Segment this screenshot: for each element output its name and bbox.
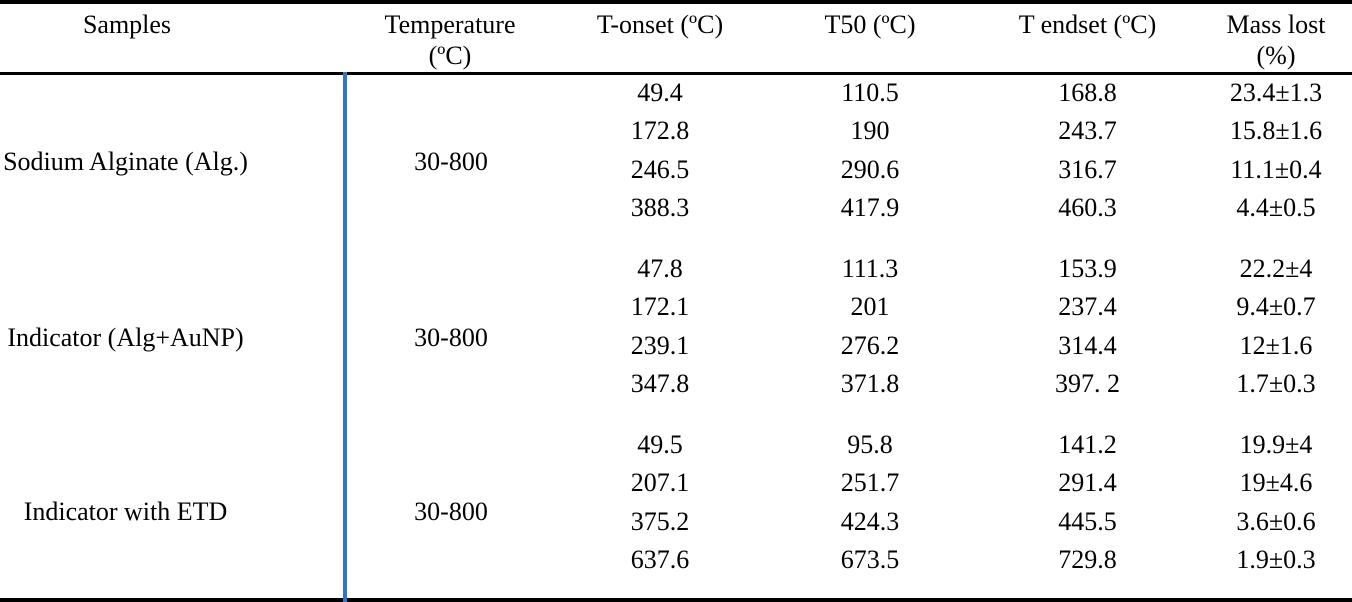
mass-lost-value: 4.4±0.5	[1236, 193, 1316, 223]
header-row: Samples Temperature (ºC) T-onset (ºC) T5…	[0, 2, 1352, 75]
t50-value: 424.3	[840, 506, 900, 536]
sample-name-cell: Indicator (Alg+AuNP)	[0, 249, 347, 426]
table-row: 239.1 276.2 314.4 12±1.6	[0, 327, 1352, 365]
header-mass-lost: Mass lost (%)	[1200, 2, 1352, 75]
t50-value: 111.3	[841, 253, 899, 283]
header-mass-lost-line1: Mass lost	[1226, 10, 1326, 39]
temperature-range-cell: 30-800	[414, 496, 488, 526]
t-endset-value: 460.3	[1058, 193, 1117, 223]
table-row: 637.6 673.5 729.8 1.9±0.3	[0, 541, 1352, 579]
t50-value: 417.9	[840, 193, 900, 223]
t-onset-value: 375.2	[630, 506, 690, 536]
t-endset-value: 237.4	[1058, 292, 1117, 322]
t50-value: 276.2	[840, 330, 900, 360]
header-t-onset: T-onset (ºC)	[555, 2, 765, 75]
mass-lost-value: 11.1±0.4	[1230, 154, 1322, 184]
t-endset-value: 243.7	[1058, 116, 1117, 146]
t-endset-value: 141.2	[1058, 430, 1117, 460]
t50-value: 673.5	[840, 545, 900, 575]
header-t50: T50 (ºC)	[765, 2, 975, 75]
t-onset-value: 47.8	[637, 253, 683, 283]
t50-value: 251.7	[840, 468, 900, 498]
temperature-range-cell: 30-800	[414, 147, 488, 177]
t50-value: 201	[850, 292, 890, 322]
mass-lost-value: 19±4.6	[1239, 468, 1313, 498]
t-onset-value: 172.8	[630, 116, 690, 146]
t-onset-value: 637.6	[630, 545, 690, 575]
mass-lost-value: 12±1.6	[1239, 330, 1313, 360]
sample-name-cell: Indicator with ETD	[0, 425, 347, 600]
header-temperature-line2: (ºC)	[428, 41, 472, 70]
header-temperature-line1: Temperature	[384, 10, 516, 39]
t-onset-value: 207.1	[630, 468, 690, 498]
table-row: Indicator with ETD 30-800 49.5 95.8 141.…	[0, 425, 1352, 600]
spacer-cell	[555, 227, 1352, 249]
mass-lost-value: 9.4±0.7	[1236, 292, 1316, 322]
mass-lost-value: 19.9±4	[1239, 430, 1313, 460]
t-onset-value: 49.4	[637, 78, 683, 108]
header-mass-lost-line2: (%)	[1256, 41, 1296, 70]
t-endset-value: 397. 2	[1055, 369, 1120, 399]
t-endset-value: 291.4	[1058, 468, 1117, 498]
temperature-range-cell: 30-800	[414, 322, 488, 352]
t50-value: 371.8	[840, 369, 900, 399]
t-endset-value: 316.7	[1058, 154, 1117, 184]
header-samples: Samples	[0, 2, 345, 75]
table-row: 207.1 251.7 291.4 19±4.6	[0, 464, 1352, 502]
mass-lost-value: 1.7±0.3	[1236, 369, 1316, 399]
header-t-endset-line1: T endset (ºC)	[1018, 10, 1157, 39]
header-samples-line1: Samples	[82, 10, 172, 39]
header-t-endset: T endset (ºC)	[975, 2, 1200, 75]
t-onset-value: 239.1	[630, 330, 690, 360]
spacer-cell	[555, 404, 1352, 426]
t50-value: 95.8	[847, 430, 893, 460]
mass-lost-value: 22.2±4	[1239, 253, 1313, 283]
header-temperature: Temperature (ºC)	[345, 2, 555, 75]
t-endset-value: 314.4	[1058, 330, 1117, 360]
mass-lost-value: 23.4±1.3	[1229, 78, 1323, 108]
table-row: Indicator (Alg+AuNP) 30-800 47.8 111.3 1…	[0, 249, 1352, 426]
mass-lost-value: 15.8±1.6	[1229, 116, 1323, 146]
table-row: 172.8 190 243.7 15.8±1.6	[0, 112, 1352, 150]
mass-lost-value: 1.9±0.3	[1236, 545, 1316, 575]
t-onset-value: 347.8	[630, 369, 690, 399]
table-row: 347.8 371.8 397. 2 1.7±0.3	[0, 365, 1352, 403]
t-endset-value: 153.9	[1058, 253, 1117, 283]
t50-value: 190	[850, 116, 890, 146]
table-row: 172.1 201 237.4 9.4±0.7	[0, 288, 1352, 326]
filler-cell	[555, 580, 1352, 600]
t-endset-value: 168.8	[1058, 78, 1117, 108]
t-endset-value: 729.8	[1058, 545, 1117, 575]
t-onset-value: 388.3	[630, 193, 690, 223]
t50-value: 110.5	[841, 78, 899, 108]
mass-lost-value: 3.6±0.6	[1236, 506, 1316, 536]
t-onset-value: 246.5	[630, 154, 690, 184]
table-row: 388.3 417.9 460.3 4.4±0.5	[0, 189, 1352, 227]
table-row: 375.2 424.3 445.5 3.6±0.6	[0, 503, 1352, 541]
header-t50-line1: T50 (ºC)	[824, 10, 916, 39]
t50-value: 290.6	[840, 154, 900, 184]
sample-name-cell: Sodium Alginate (Alg.)	[0, 73, 347, 250]
table-row: 246.5 290.6 316.7 11.1±0.4	[0, 150, 1352, 188]
t-endset-value: 445.5	[1058, 506, 1117, 536]
header-t-onset-line1: T-onset (ºC)	[596, 10, 724, 39]
t-onset-value: 172.1	[630, 292, 690, 322]
t-onset-value: 49.5	[637, 430, 683, 460]
table-row: Sodium Alginate (Alg.) 30-800 49.4 110.5…	[0, 73, 1352, 250]
